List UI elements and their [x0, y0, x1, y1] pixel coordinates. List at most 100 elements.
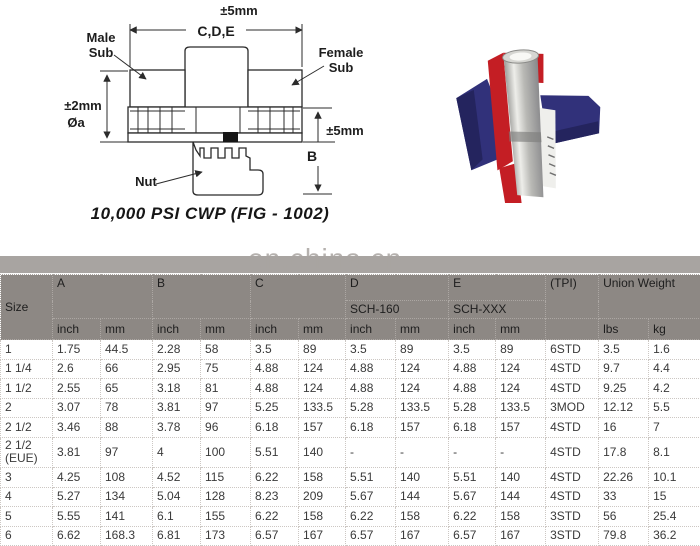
col-c: C: [251, 275, 346, 319]
value-cell: 5.27: [53, 487, 101, 507]
value-cell: 4STD: [546, 487, 599, 507]
value-cell: 4.25: [53, 468, 101, 488]
value-cell: 9.25: [599, 379, 649, 399]
value-cell: 6.1: [153, 507, 201, 527]
value-cell: 6.18: [449, 418, 496, 438]
value-cell: 16: [599, 418, 649, 438]
value-cell: 1.6: [649, 340, 700, 360]
value-cell: 5.67: [449, 487, 496, 507]
value-cell: 167: [299, 526, 346, 546]
value-cell: 3.07: [53, 398, 101, 418]
value-cell: 5.25: [251, 398, 299, 418]
value-cell: 4STD: [546, 468, 599, 488]
value-cell: 167: [496, 526, 546, 546]
b-dimension-label: B: [307, 148, 317, 164]
value-cell: 115: [201, 468, 251, 488]
value-cell: 12.12: [599, 398, 649, 418]
value-cell: -: [396, 437, 449, 468]
female-sub-label2: Sub: [329, 60, 354, 75]
value-cell: 158: [299, 468, 346, 488]
value-cell: 3.46: [53, 418, 101, 438]
value-cell: 4.88: [346, 379, 396, 399]
value-cell: 36.2: [649, 526, 700, 546]
value-cell: 157: [299, 418, 346, 438]
size-cell: 6: [1, 526, 53, 546]
value-cell: 133.5: [396, 398, 449, 418]
value-cell: 173: [201, 526, 251, 546]
male-sub-label2: Sub: [89, 45, 114, 60]
hammer-union-photo: [450, 38, 610, 203]
value-cell: -: [496, 437, 546, 468]
value-cell: 124: [299, 379, 346, 399]
value-cell: 158: [299, 507, 346, 527]
value-cell: 124: [496, 359, 546, 379]
value-cell: 4STD: [546, 359, 599, 379]
value-cell: 88: [101, 418, 153, 438]
value-cell: 66: [101, 359, 153, 379]
value-cell: 79.8: [599, 526, 649, 546]
value-cell: -: [449, 437, 496, 468]
value-cell: 144: [496, 487, 546, 507]
value-cell: 141: [101, 507, 153, 527]
value-cell: 5.51: [251, 437, 299, 468]
value-cell: 89: [496, 340, 546, 360]
value-cell: 6.57: [251, 526, 299, 546]
value-cell: 5.67: [346, 487, 396, 507]
value-cell: 6.18: [251, 418, 299, 438]
nut-label: Nut: [135, 174, 157, 189]
value-cell: 6.57: [346, 526, 396, 546]
col-d: D: [346, 275, 449, 301]
value-cell: 5.51: [346, 468, 396, 488]
unit-mm: mm: [396, 319, 449, 340]
value-cell: 8.23: [251, 487, 299, 507]
value-cell: 2.95: [153, 359, 201, 379]
size-cell: 2 1/2 (EUE): [1, 437, 53, 468]
top-tolerance-label: ±5mm: [220, 3, 257, 18]
size-cell: 1 1/2: [1, 379, 53, 399]
unit-inch: inch: [153, 319, 201, 340]
value-cell: 124: [396, 379, 449, 399]
value-cell: -: [346, 437, 396, 468]
value-cell: 108: [101, 468, 153, 488]
value-cell: 3.5: [599, 340, 649, 360]
value-cell: 124: [496, 379, 546, 399]
value-cell: 4.88: [449, 359, 496, 379]
col-e: E: [449, 275, 546, 301]
value-cell: 65: [101, 379, 153, 399]
value-cell: 3.18: [153, 379, 201, 399]
value-cell: 5.28: [346, 398, 396, 418]
diameter-label: Øa: [67, 115, 85, 130]
value-cell: 124: [396, 359, 449, 379]
value-cell: 155: [201, 507, 251, 527]
value-cell: 96: [201, 418, 251, 438]
col-b: B: [153, 275, 251, 319]
value-cell: 6.81: [153, 526, 201, 546]
value-cell: 9.7: [599, 359, 649, 379]
value-cell: 3.5: [449, 340, 496, 360]
value-cell: 78: [101, 398, 153, 418]
header-row-groups: Size A B C D E (TPI) Union Weight: [1, 275, 700, 301]
value-cell: 2.6: [53, 359, 101, 379]
value-cell: 4.52: [153, 468, 201, 488]
unit-tpi-empty: [546, 319, 599, 340]
value-cell: 133.5: [299, 398, 346, 418]
value-cell: 168.3: [101, 526, 153, 546]
value-cell: 134: [101, 487, 153, 507]
value-cell: 4STD: [546, 418, 599, 438]
size-cell: 1 1/4: [1, 359, 53, 379]
value-cell: 2.28: [153, 340, 201, 360]
value-cell: 5.04: [153, 487, 201, 507]
cde-dimension-label: C,D,E: [197, 23, 234, 39]
size-cell: 4: [1, 487, 53, 507]
value-cell: 6STD: [546, 340, 599, 360]
value-cell: 6.22: [346, 507, 396, 527]
value-cell: 3.81: [53, 437, 101, 468]
nut-outline: [193, 142, 263, 195]
